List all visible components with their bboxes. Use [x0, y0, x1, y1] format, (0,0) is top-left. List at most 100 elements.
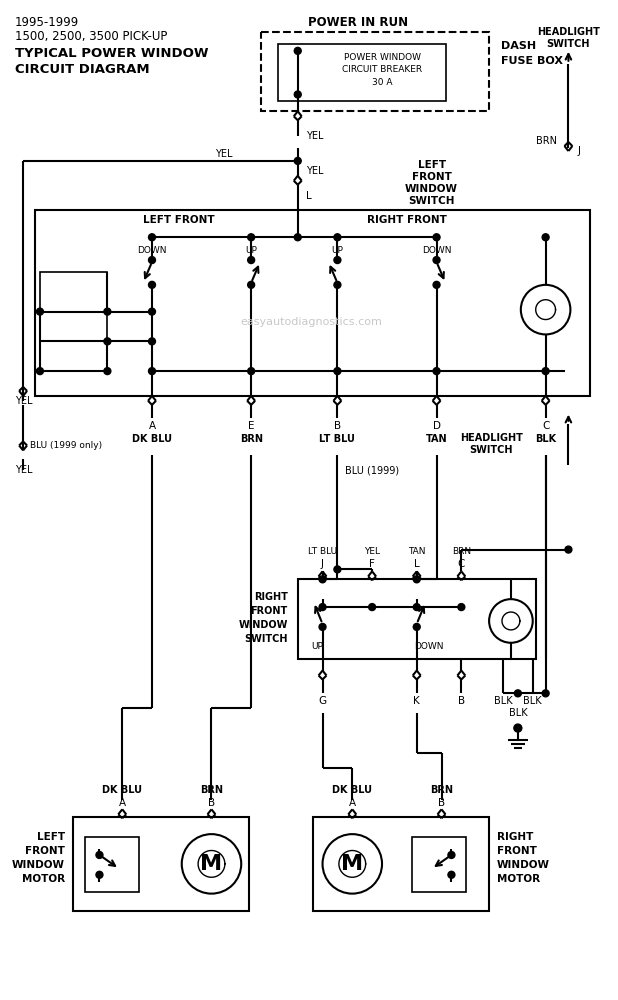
Circle shape	[458, 604, 465, 611]
Text: E: E	[248, 421, 255, 431]
Circle shape	[413, 576, 420, 583]
Text: FRONT: FRONT	[412, 172, 452, 182]
Text: 30 A: 30 A	[372, 78, 392, 87]
Text: RIGHT FRONT: RIGHT FRONT	[367, 215, 447, 225]
Bar	[261, 32, 489, 111]
Text: FRONT: FRONT	[250, 606, 288, 616]
Text: J: J	[321, 559, 324, 569]
Bar	[73, 817, 249, 911]
Circle shape	[294, 47, 301, 54]
Text: A: A	[349, 798, 356, 808]
Circle shape	[148, 281, 156, 288]
Circle shape	[36, 308, 43, 315]
Circle shape	[248, 281, 255, 288]
Circle shape	[514, 690, 522, 697]
Text: YEL: YEL	[306, 166, 323, 176]
Text: RIGHT: RIGHT	[497, 832, 533, 842]
Circle shape	[433, 368, 440, 375]
Circle shape	[148, 257, 156, 264]
Circle shape	[104, 338, 111, 345]
Circle shape	[334, 257, 341, 264]
Text: BLU (1999 only): BLU (1999 only)	[30, 441, 102, 450]
Text: BRN: BRN	[200, 785, 223, 795]
Circle shape	[148, 338, 156, 345]
Text: BLU (1999): BLU (1999)	[345, 465, 399, 475]
Text: WINDOW: WINDOW	[405, 184, 458, 194]
Text: B: B	[438, 798, 445, 808]
Circle shape	[248, 368, 255, 375]
Circle shape	[148, 234, 156, 241]
Text: TAN: TAN	[408, 547, 425, 556]
Text: YEL: YEL	[214, 149, 232, 159]
Text: HEADLIGHT: HEADLIGHT	[460, 433, 523, 443]
Bar	[298, 579, 536, 659]
Circle shape	[433, 257, 440, 264]
Text: TYPICAL POWER WINDOW: TYPICAL POWER WINDOW	[15, 47, 209, 60]
Text: BLK: BLK	[494, 696, 512, 706]
Text: 1500, 2500, 3500 PICK-UP: 1500, 2500, 3500 PICK-UP	[15, 30, 167, 43]
Text: SWITCH: SWITCH	[244, 634, 288, 644]
Circle shape	[334, 368, 341, 375]
Text: DOWN: DOWN	[414, 642, 443, 651]
Circle shape	[319, 623, 326, 630]
Bar	[313, 817, 489, 911]
Text: CIRCUIT BREAKER: CIRCUIT BREAKER	[342, 65, 422, 74]
Text: B: B	[458, 696, 465, 706]
Bar	[85, 837, 139, 892]
Text: WINDOW: WINDOW	[497, 860, 550, 870]
Circle shape	[334, 281, 341, 288]
Circle shape	[369, 604, 376, 611]
Circle shape	[248, 234, 255, 241]
Text: BRN: BRN	[430, 785, 453, 795]
Text: A: A	[148, 421, 156, 431]
Text: POWER WINDOW: POWER WINDOW	[344, 53, 420, 62]
Text: YEL: YEL	[306, 131, 323, 141]
Circle shape	[334, 566, 341, 573]
Text: DK BLU: DK BLU	[332, 785, 372, 795]
Text: C: C	[458, 559, 465, 569]
Circle shape	[565, 546, 572, 553]
Circle shape	[148, 308, 156, 315]
Text: BRN: BRN	[536, 136, 557, 146]
Circle shape	[413, 623, 420, 630]
Text: SWITCH: SWITCH	[469, 445, 513, 455]
Circle shape	[319, 576, 326, 583]
Text: BRN: BRN	[240, 434, 263, 444]
Text: L: L	[414, 559, 420, 569]
Circle shape	[448, 871, 455, 878]
Circle shape	[514, 724, 522, 732]
Text: BLK: BLK	[509, 708, 527, 718]
Circle shape	[104, 308, 111, 315]
Text: C: C	[542, 421, 549, 431]
Text: LEFT: LEFT	[418, 160, 446, 170]
Text: POWER IN RUN: POWER IN RUN	[308, 16, 408, 29]
Text: LT BLU: LT BLU	[308, 547, 337, 556]
Circle shape	[294, 157, 301, 164]
Text: L: L	[306, 191, 311, 201]
Text: K: K	[413, 696, 420, 706]
Text: MOTOR: MOTOR	[22, 874, 65, 884]
Text: WINDOW: WINDOW	[239, 620, 288, 630]
Circle shape	[413, 604, 420, 611]
Text: M: M	[341, 854, 363, 874]
Text: RIGHT: RIGHT	[254, 592, 288, 602]
Text: BLK: BLK	[535, 434, 556, 444]
Circle shape	[294, 234, 301, 241]
Circle shape	[248, 257, 255, 264]
Circle shape	[96, 851, 103, 858]
Circle shape	[448, 851, 455, 858]
Circle shape	[433, 281, 440, 288]
Text: TAN: TAN	[426, 434, 447, 444]
Circle shape	[104, 368, 111, 375]
Text: F: F	[369, 559, 375, 569]
Text: UP: UP	[331, 246, 344, 255]
Text: LEFT FRONT: LEFT FRONT	[143, 215, 214, 225]
Text: HEADLIGHT: HEADLIGHT	[537, 27, 600, 37]
Text: DK BLU: DK BLU	[132, 434, 172, 444]
Text: M: M	[200, 854, 222, 874]
Text: FUSE BOX: FUSE BOX	[501, 56, 563, 66]
Text: FRONT: FRONT	[497, 846, 537, 856]
Text: easyautodiagnostics.com: easyautodiagnostics.com	[240, 317, 383, 327]
Text: LT BLU: LT BLU	[320, 434, 355, 444]
Bar	[412, 837, 467, 892]
